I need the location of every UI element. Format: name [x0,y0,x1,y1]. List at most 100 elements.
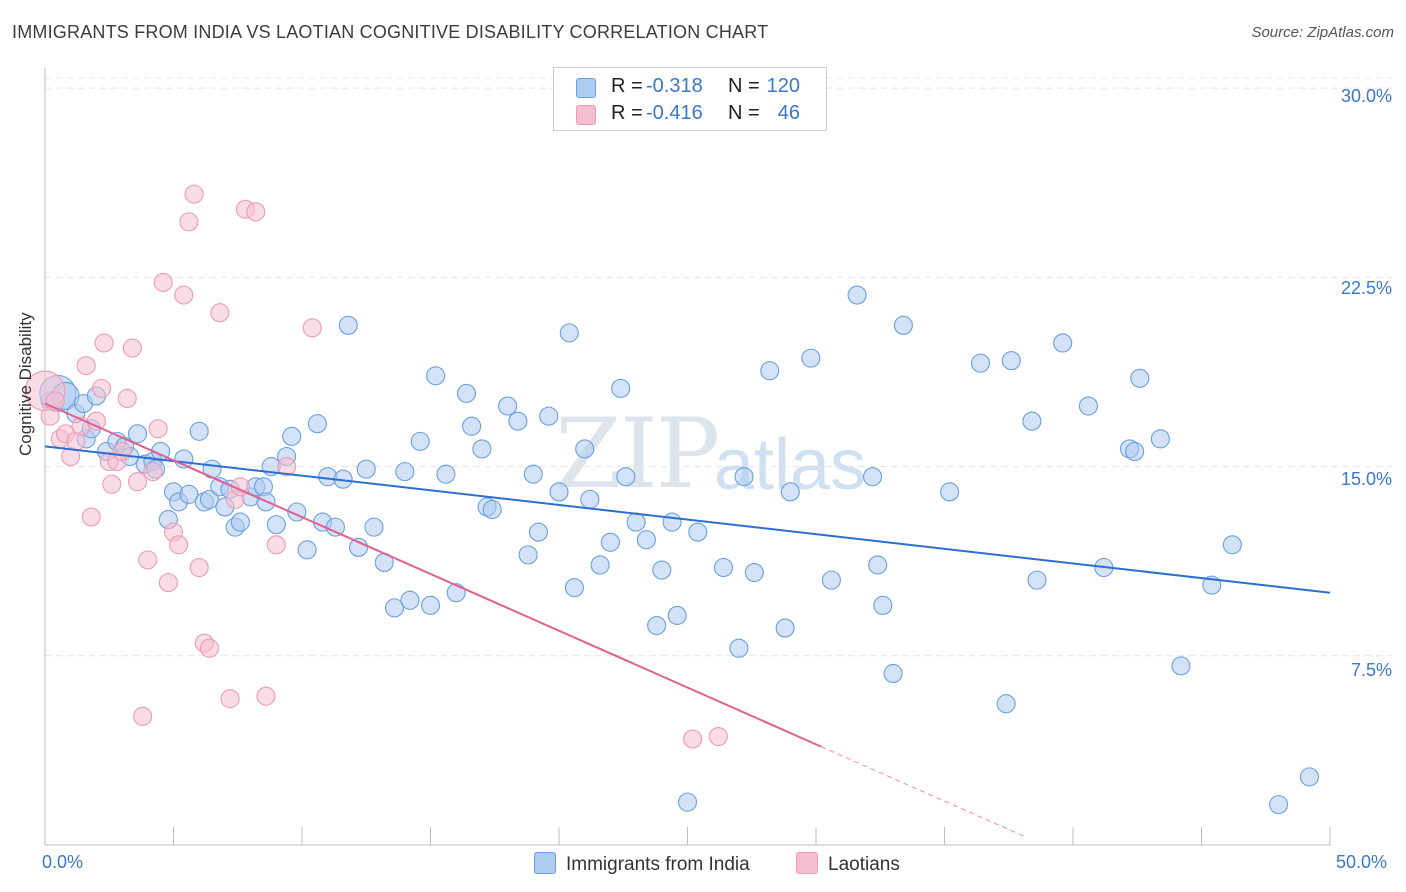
y-tick-label: 7.5% [1350,660,1392,680]
india-point [1222,535,1242,555]
india-point [873,595,893,615]
laotian-point [86,411,106,431]
india-point [356,459,376,479]
legend-row-india: R = -0.318 N = 120 [554,75,826,101]
india-point [384,598,405,618]
india-point [662,512,682,532]
laotian-point [158,573,178,593]
india-point [400,590,420,610]
laotian-point [169,535,189,555]
legend-r-value: -0.416 [646,102,703,124]
india-point [230,512,250,532]
india-point [775,618,795,638]
india-point [482,499,502,520]
india-point [436,464,456,484]
india-point [446,583,466,603]
india-point [127,424,148,444]
laotian-point [184,184,204,204]
legend-row-laotians: R = -0.416 N = 46 [554,102,826,128]
india-point [1150,429,1170,449]
india-point [420,595,441,615]
india-point [847,285,867,305]
india-point [1269,795,1289,815]
laotian-point [174,285,194,305]
india-point [1053,333,1073,353]
x-tick-label-min: 0.0% [42,852,84,872]
india-point [462,416,482,436]
india-point [868,555,888,575]
india-point [677,792,698,812]
india-point [575,439,595,459]
india-point [688,522,708,542]
india-point [611,378,631,398]
india-point [1022,411,1042,431]
india-point [395,462,415,482]
laotian-point [256,686,276,706]
india-point [729,638,749,658]
laotian-point [94,333,114,353]
y-tick-label: 15.0% [1340,469,1392,489]
legend-r-label: R = [611,102,643,124]
laotian-point [708,726,728,747]
laotian-point [127,472,148,492]
india-point [282,426,302,446]
india-point [883,663,903,684]
india-point [549,482,569,502]
india-point [348,537,369,557]
laotian-point [199,638,220,658]
india-point [780,482,800,502]
india-point [508,411,528,431]
bottom-legend-laotians: Laotians [796,852,900,876]
laotian-point [122,338,142,358]
stats-legend: R = -0.318 N = 120 R = -0.416 N = 46 [553,67,827,131]
laotian-point [153,272,173,292]
laotian-point [133,706,153,726]
india-point [616,467,636,487]
bottom-legend-label-laotians: Laotians [828,854,900,875]
india-point [734,467,754,487]
laotian-point [179,212,199,232]
india-point [1130,368,1150,388]
india-point [580,489,600,509]
laotian-point [302,318,322,338]
india-point [893,315,913,335]
india-point [199,489,220,509]
india-point [1001,351,1021,371]
bottom-legend-swatch-india [534,852,556,874]
x-tick-label-max: 50.0% [1336,852,1388,872]
india-point [539,406,559,426]
india-point [636,530,656,550]
bottom-legend-swatch-laotians [796,852,818,874]
legend-r-value: -0.318 [646,75,703,97]
india-point [970,353,991,373]
india-point [410,431,430,451]
india-point [821,570,841,590]
india-point [1027,570,1047,590]
laotian-point [143,462,163,482]
india-point [564,578,584,598]
laotian-point [117,388,137,409]
india-point [801,348,821,368]
legend-n-label: N = [728,102,760,124]
india-point [760,361,780,381]
india-point [338,315,358,335]
india-point [744,562,764,583]
india-point [713,557,734,578]
india-point [1125,441,1145,462]
laotian-trend-extension [820,746,1027,838]
laotian-point [683,729,703,749]
legend-n-label: N = [728,75,760,97]
india-point [518,545,538,565]
india-point [456,383,477,403]
laotian-point [210,303,230,323]
india-point [647,615,667,636]
india-point [523,464,543,484]
laotian-point [112,441,132,462]
india-point [325,517,345,537]
india-point [559,323,579,343]
india-point [364,517,384,537]
india-point [600,532,620,552]
india-point [667,605,687,625]
y-tick-label: 22.5% [1340,278,1392,298]
